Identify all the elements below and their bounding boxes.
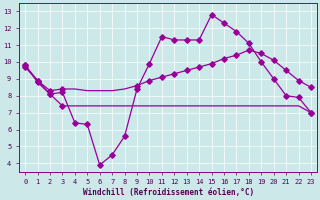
X-axis label: Windchill (Refroidissement éolien,°C): Windchill (Refroidissement éolien,°C): [83, 188, 254, 197]
